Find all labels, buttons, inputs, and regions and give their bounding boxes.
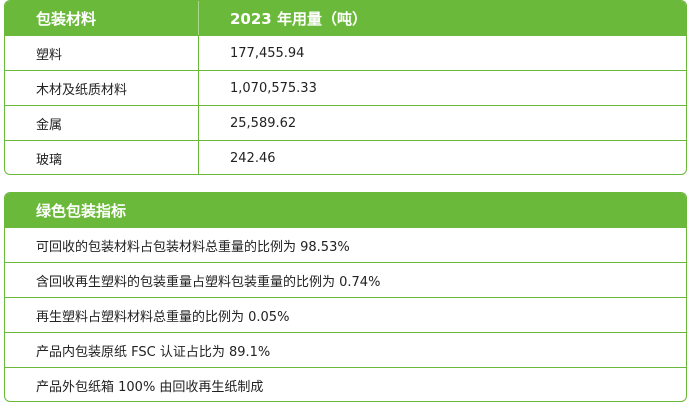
- table-row: 塑料 177,455.94: [5, 35, 686, 70]
- material-usage: 1,070,575.33: [198, 71, 686, 105]
- green-header-row: 绿色包装指标: [5, 193, 686, 227]
- list-item: 可回收的包装材料占包装材料总重量的比例为 98.53%: [5, 227, 686, 262]
- table-row: 玻璃 242.46: [5, 140, 686, 174]
- material-name: 塑料: [36, 47, 63, 63]
- materials-header-row: 包装材料 2023 年用量（吨）: [5, 1, 686, 35]
- material-name: 金属: [36, 117, 63, 133]
- green-packaging-indicators-table: 绿色包装指标 可回收的包装材料占包装材料总重量的比例为 98.53% 含回收再生…: [4, 192, 687, 402]
- indicator-text: 产品内包装原纸 FSC 认证占比为 89.1%: [36, 344, 271, 360]
- table-row: 金属 25,589.62: [5, 105, 686, 140]
- list-item: 产品外包纸箱 100% 由回收再生纸制成: [5, 367, 686, 401]
- header-usage-2023: 2023 年用量（吨）: [198, 1, 686, 35]
- material-name: 木材及纸质材料: [36, 82, 128, 98]
- green-header-title: 绿色包装指标: [36, 201, 127, 220]
- list-item: 含回收再生塑料的包装重量占塑料包装重量的比例为 0.74%: [5, 262, 686, 297]
- table-row: 木材及纸质材料 1,070,575.33: [5, 70, 686, 105]
- list-item: 再生塑料占塑料材料总重量的比例为 0.05%: [5, 297, 686, 332]
- packaging-materials-table: 包装材料 2023 年用量（吨） 塑料 177,455.94 木材及纸质材料 1…: [4, 0, 687, 175]
- indicator-text: 可回收的包装材料占包装材料总重量的比例为 98.53%: [36, 239, 350, 255]
- material-usage: 242.46: [198, 141, 686, 174]
- header-material: 包装材料: [36, 9, 97, 28]
- indicator-text: 含回收再生塑料的包装重量占塑料包装重量的比例为 0.74%: [36, 274, 381, 290]
- material-usage: 177,455.94: [198, 36, 686, 70]
- material-name: 玻璃: [36, 152, 63, 168]
- indicator-text: 产品外包纸箱 100% 由回收再生纸制成: [36, 379, 264, 395]
- indicator-text: 再生塑料占塑料材料总重量的比例为 0.05%: [36, 309, 290, 325]
- list-item: 产品内包装原纸 FSC 认证占比为 89.1%: [5, 332, 686, 367]
- material-usage: 25,589.62: [198, 106, 686, 140]
